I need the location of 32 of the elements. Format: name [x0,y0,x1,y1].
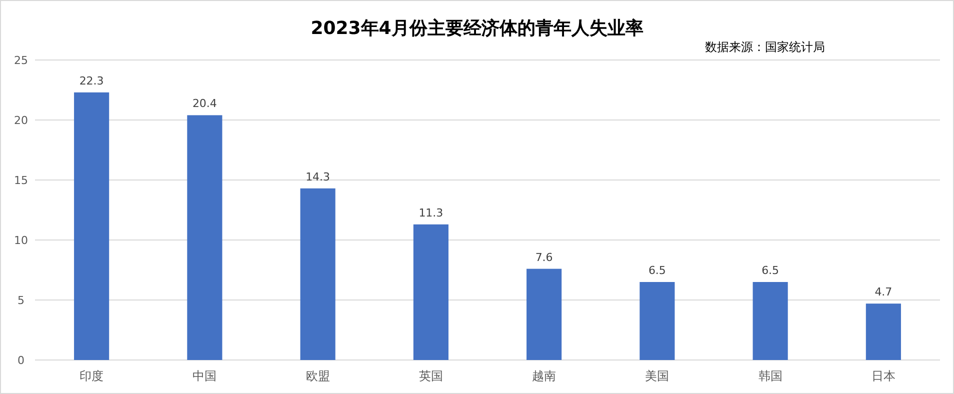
bar [413,224,448,360]
x-tick-label: 印度 [80,369,104,383]
bar [526,268,562,360]
x-tick-label: 英国 [418,369,443,383]
y-tick-label: 20 [14,114,28,127]
x-tick-label: 日本 [871,369,896,383]
y-tick-label: 5 [18,294,24,307]
data-label: 7.6 [535,250,553,264]
y-tick-label: 10 [14,234,28,247]
x-tick-label: 越南 [532,369,556,383]
bar [74,92,110,360]
bar [640,282,675,360]
x-tick-label: 韩国 [758,369,782,383]
data-label: 14.3 [306,170,330,184]
data-label: 4.7 [874,286,892,299]
data-label: 6.5 [648,264,666,277]
x-tick-label: 欧盟 [306,369,330,383]
x-tick-label: 中国 [192,369,217,383]
y-tick-label: 0 [18,354,24,367]
data-label: 22.3 [79,74,104,88]
bar [300,188,336,360]
source-note: 数据来源：国家统计局 [705,40,825,54]
y-tick-label: 25 [14,54,28,67]
bar [866,304,901,360]
data-label: 6.5 [762,264,780,277]
bar [187,115,222,360]
bar [752,282,788,360]
x-tick-label: 美国 [645,369,670,383]
data-label: 20.4 [192,97,217,110]
y-tick-label: 15 [14,174,28,187]
chart-title: 2023年4月份主要经济体的青年人失业率 [310,18,644,39]
data-label: 11.3 [418,206,444,220]
